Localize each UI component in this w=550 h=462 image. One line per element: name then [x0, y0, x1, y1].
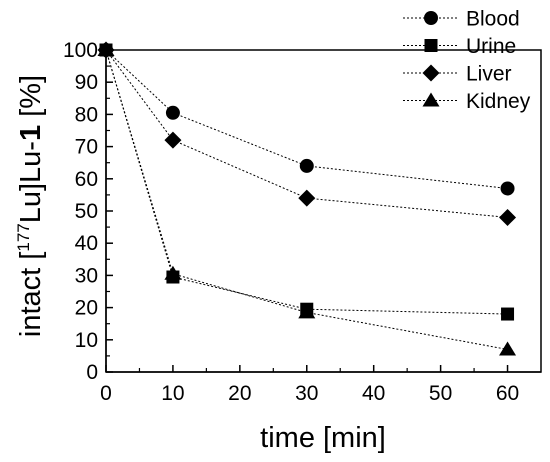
legend-item-urine: Urine — [403, 35, 516, 58]
x-tick-label: 0 — [100, 382, 112, 405]
series-kidney-point — [97, 42, 115, 56]
y-tick-label: 80 — [75, 103, 98, 126]
y-tick-label: 30 — [75, 264, 98, 287]
y-tick-label: 40 — [75, 232, 98, 255]
series-kidney-point — [298, 304, 316, 319]
legend-marker-blood — [424, 11, 438, 25]
series-blood-point — [165, 105, 180, 120]
legend-label-liver: Liver — [466, 63, 512, 86]
y-axis-title-bold: 1 — [15, 125, 47, 141]
x-tick-label: 20 — [228, 382, 251, 405]
y-tick-label: 100 — [63, 39, 98, 62]
y-tick-label: 70 — [75, 136, 98, 159]
legend-marker-urine — [424, 39, 438, 52]
series-blood — [99, 43, 515, 196]
legend-marker-kidney — [422, 92, 440, 107]
axes: 0 10 20 30 40 50 60 0 10 20 30 40 50 60 70 80 90 100 — [63, 39, 541, 405]
series-liver — [97, 41, 517, 226]
y-axis-title: intact [177Lu]Lu-1 [%] — [14, 75, 47, 337]
y-tick-label: 60 — [75, 168, 98, 191]
series-blood-line — [105, 49, 508, 189]
series-liver-line — [105, 49, 508, 218]
series-liver-point — [499, 208, 517, 226]
series-urine-point — [501, 307, 515, 321]
y-tick-label: 90 — [75, 71, 98, 94]
series-liver-point — [298, 189, 316, 207]
y-tick-label: 20 — [75, 297, 98, 320]
y-tick-label: 0 — [86, 361, 98, 384]
x-tick-label: 60 — [496, 382, 519, 405]
y-tick-label: 10 — [75, 329, 98, 352]
legend-item-kidney: Kidney — [403, 90, 531, 113]
x-tick-label: 40 — [362, 382, 385, 405]
series-kidney-point — [164, 265, 182, 280]
legend-label-urine: Urine — [466, 35, 516, 58]
y-axis-title-prefix: intact [ — [15, 252, 47, 337]
series-layer — [97, 41, 517, 356]
series-liver-point — [164, 131, 182, 149]
legend-label-blood: Blood — [466, 8, 520, 31]
series-urine-line — [105, 49, 508, 315]
legend-marker-liver — [422, 64, 440, 82]
y-axis-title-middle: Lu]Lu- — [15, 141, 47, 223]
legend: Blood Urine Liver Kidney — [403, 8, 531, 113]
series-kidney — [97, 42, 517, 356]
x-axis-title: time [min] — [260, 422, 386, 454]
x-tick-label: 30 — [295, 382, 318, 405]
y-axis-title-superscript: 177 — [14, 223, 33, 251]
y-tick-label: 50 — [75, 200, 98, 223]
series-kidney-line — [105, 49, 508, 350]
series-kidney-point — [499, 341, 517, 356]
legend-item-liver: Liver — [403, 63, 512, 86]
series-blood-point — [299, 158, 314, 173]
series-blood-point — [500, 181, 515, 196]
y-axis-title-suffix: [%] — [15, 75, 47, 125]
legend-item-blood: Blood — [403, 8, 520, 31]
x-tick-label: 50 — [429, 382, 452, 405]
x-tick-label: 10 — [161, 382, 184, 405]
legend-label-kidney: Kidney — [466, 90, 531, 113]
